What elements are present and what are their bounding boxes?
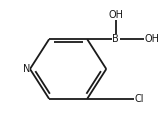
Text: OH: OH	[108, 10, 123, 19]
Text: OH: OH	[144, 34, 159, 44]
Text: B: B	[113, 34, 119, 44]
Text: N: N	[23, 64, 30, 74]
Text: Cl: Cl	[135, 94, 144, 104]
